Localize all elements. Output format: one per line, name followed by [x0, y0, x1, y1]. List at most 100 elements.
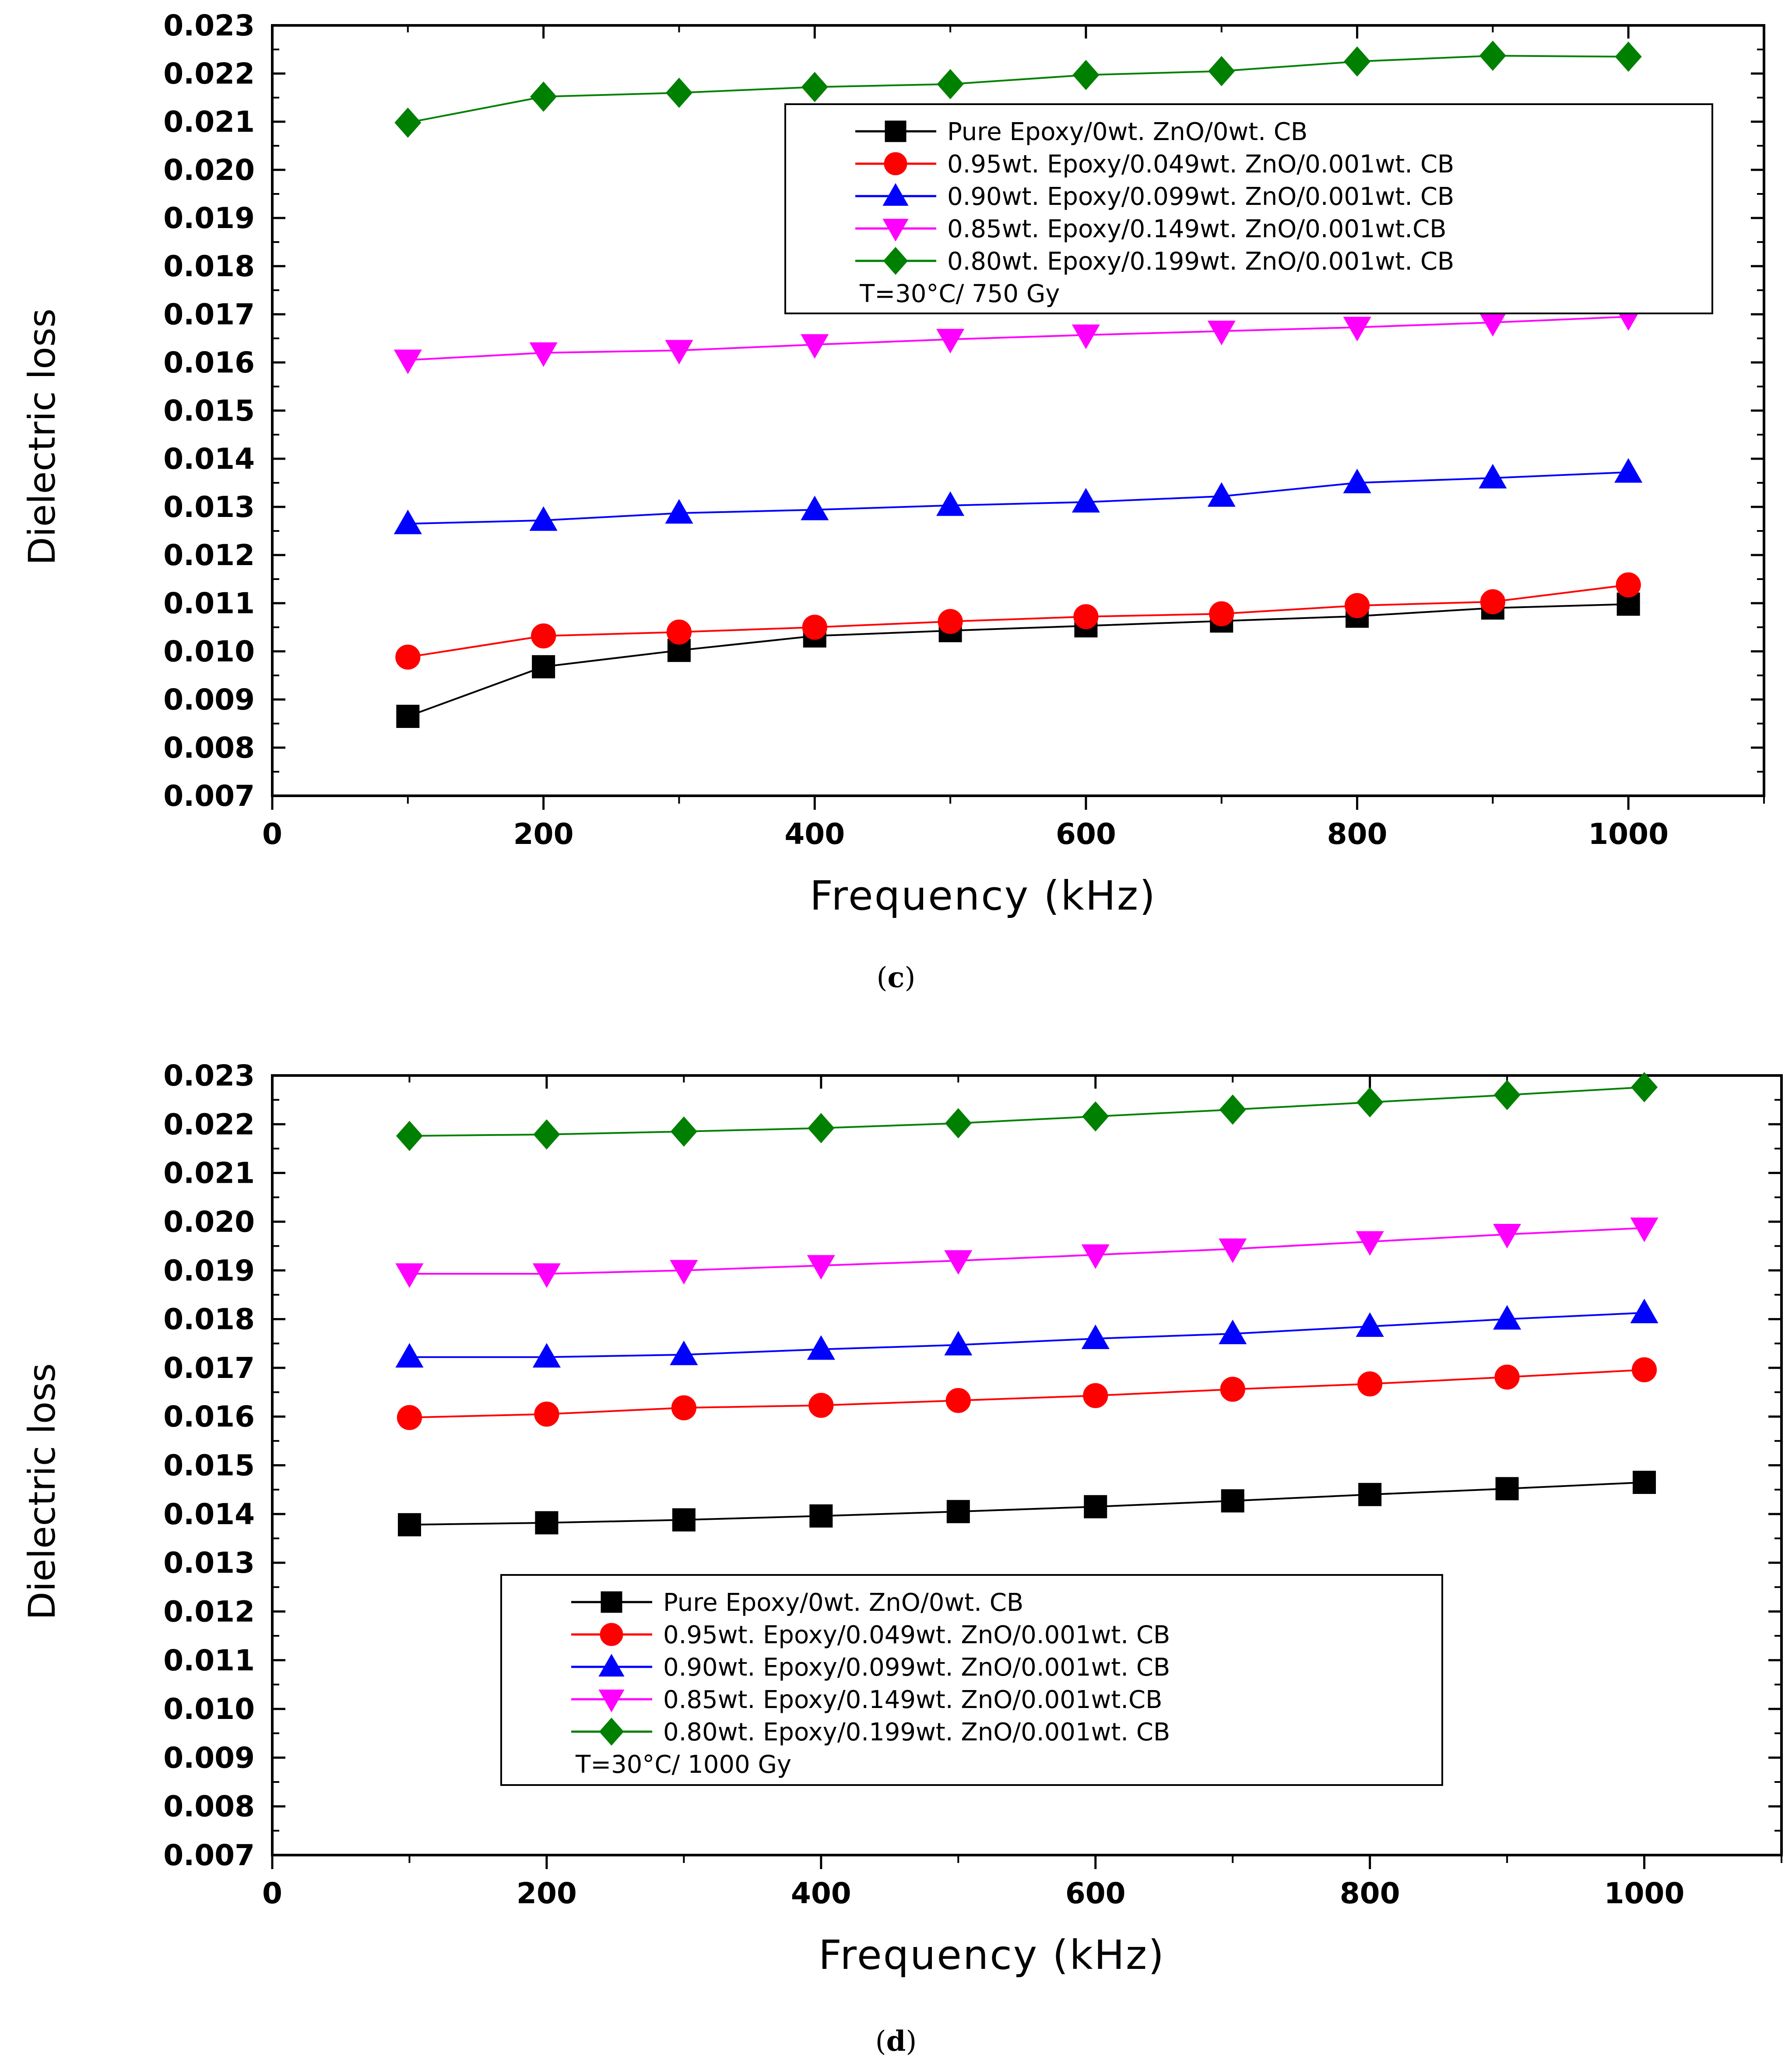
legend-marker [598, 1654, 625, 1677]
x-tick-label: 0 [262, 1877, 282, 1910]
data-point [1084, 1495, 1107, 1518]
data-point [1073, 604, 1099, 629]
data-point [1344, 593, 1370, 619]
data-point [1615, 41, 1642, 72]
caption-paren-close: ) [906, 2025, 917, 2058]
data-point [946, 1500, 970, 1523]
x-axis-title: Frequency (kHz) [819, 1932, 1165, 1979]
data-point [945, 1388, 971, 1413]
y-tick-label: 0.023 [163, 9, 255, 42]
data-point [670, 1340, 698, 1365]
data-point [1219, 1094, 1246, 1125]
data-point [1343, 46, 1371, 77]
data-point [1343, 316, 1371, 341]
data-point [807, 1335, 835, 1360]
data-point [1207, 320, 1236, 345]
data-point [945, 1108, 972, 1139]
y-tick-label: 0.010 [163, 635, 255, 668]
caption-paren-open: ( [877, 962, 888, 994]
data-point [530, 81, 557, 112]
data-point [944, 1331, 973, 1356]
series-line [408, 584, 1629, 658]
data-point [1208, 56, 1235, 87]
y-tick-label: 0.013 [163, 1546, 255, 1580]
data-point [529, 342, 558, 367]
data-point [801, 496, 829, 520]
legend-entry: 0.80wt. Epoxy/0.199wt. ZnO/0.001wt. CB [947, 247, 1454, 276]
y-tick-label: 0.014 [163, 442, 255, 476]
legend-note: T=30°C/ 750 Gy [859, 280, 1060, 308]
data-point [532, 1343, 561, 1368]
data-point [1633, 1470, 1656, 1494]
series-line [409, 1312, 1644, 1358]
data-point [531, 623, 556, 649]
legend-entry: 0.90wt. Epoxy/0.099wt. ZnO/0.001wt. CB [663, 1653, 1170, 1682]
series-line [408, 55, 1629, 124]
y-tick-label: 0.007 [163, 779, 255, 813]
x-tick-label: 800 [1327, 817, 1388, 851]
caption-paren-open: ( [875, 2025, 886, 2058]
x-tick-label: 600 [1056, 817, 1116, 851]
data-point [672, 1508, 696, 1532]
data-point [809, 1504, 833, 1528]
data-point [1630, 1298, 1658, 1323]
data-point [1479, 464, 1507, 489]
data-point [801, 334, 829, 359]
panel-caption: (c) [877, 961, 916, 994]
data-point [395, 1263, 424, 1288]
data-point [1343, 468, 1371, 493]
data-point [534, 1402, 559, 1427]
legend-marker [884, 152, 907, 176]
caption-letter: c [888, 961, 905, 994]
legend-marker [599, 1718, 624, 1746]
data-point [394, 510, 422, 534]
legend-entry: 0.85wt. Epoxy/0.149wt. ZnO/0.001wt.CB [663, 1686, 1163, 1714]
y-tick-label: 0.017 [163, 298, 255, 331]
y-tick-label: 0.018 [163, 250, 255, 283]
data-point [665, 77, 693, 108]
x-tick-label: 200 [513, 817, 574, 851]
data-point [670, 1260, 698, 1285]
y-tick-label: 0.019 [163, 1254, 255, 1287]
data-point [397, 1513, 421, 1536]
data-point [808, 1393, 834, 1418]
data-point [535, 1511, 559, 1535]
series-line [409, 1369, 1644, 1419]
data-point [665, 340, 693, 365]
y-tick-label: 0.016 [163, 1400, 255, 1434]
data-point [533, 1119, 560, 1150]
data-point [1083, 1383, 1108, 1408]
data-point [1630, 1072, 1658, 1103]
data-point [1072, 488, 1100, 513]
data-point [532, 1263, 561, 1288]
data-point [1209, 601, 1234, 626]
panel-caption: (d) [875, 2025, 917, 2058]
data-point [1207, 482, 1236, 507]
x-axis-title: Frequency (kHz) [810, 872, 1156, 919]
x-tick-label: 400 [791, 1877, 851, 1910]
y-tick-label: 0.016 [163, 346, 255, 380]
y-tick-label: 0.009 [163, 683, 255, 717]
series-line [409, 1227, 1644, 1275]
data-point [395, 644, 421, 670]
series-line [408, 316, 1629, 361]
data-point [1081, 1324, 1110, 1349]
data-point [671, 1395, 696, 1420]
y-tick-label: 0.011 [163, 587, 255, 620]
y-tick-label: 0.022 [163, 57, 255, 91]
y-tick-label: 0.023 [163, 1059, 255, 1093]
y-tick-label: 0.020 [163, 1205, 255, 1239]
data-point [1493, 1223, 1521, 1249]
x-tick-label: 1000 [1588, 817, 1669, 851]
data-point [1616, 572, 1641, 597]
data-point [1072, 324, 1100, 349]
data-point [936, 491, 965, 516]
legend-entry: 0.95wt. Epoxy/0.049wt. ZnO/0.001wt. CB [663, 1621, 1170, 1649]
data-point [1495, 1477, 1519, 1501]
legend-marker [882, 218, 909, 242]
data-point [1219, 1238, 1247, 1263]
chart-panel-c: 0.007 0.008 0.009 0.010 0.011 0.012 0.013 0.014… [21, 9, 1765, 994]
data-point [532, 655, 555, 678]
y-tick-label: 0.013 [163, 490, 255, 524]
